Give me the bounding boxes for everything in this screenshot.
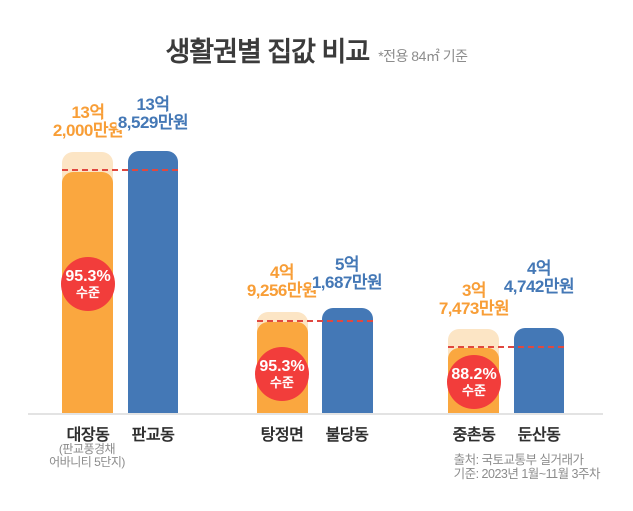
x-label-buldangdong: 불당동: [325, 427, 369, 444]
value-label-pangyodong: 13억 8,529만원: [117, 95, 189, 132]
chart-subtitle: *전용 84㎡ 기준: [378, 48, 468, 64]
blue-bar-dunsandong: [514, 328, 564, 413]
chart-title: 생활권별 집값 비교: [165, 37, 370, 67]
x-label-tangjeongmyeon: 탕정면: [260, 427, 304, 444]
ratio-badge: 95.3% 수준: [255, 347, 309, 401]
x-label-pangyodong: 판교동: [131, 427, 175, 444]
value-label-tangjeongmyeon: 4억 9,256만원: [246, 263, 318, 300]
comparison-dash-line: [448, 346, 564, 348]
ratio-badge: 88.2% 수준: [447, 355, 501, 409]
chart-header: 생활권별 집값 비교 *전용 84㎡ 기준: [0, 30, 633, 69]
value-label-dunsandong: 4억 4,742만원: [503, 259, 575, 296]
x-label-daejangdong: 대장동: [66, 427, 110, 444]
value-label-daejangdong: 13억 2,000만원: [52, 103, 124, 140]
comparison-dash-line: [257, 320, 373, 322]
comparison-dash-line: [62, 169, 178, 171]
blue-bar-buldangdong: [322, 308, 373, 413]
value-label-jungchondong: 3억 7,473만원: [438, 281, 510, 318]
ratio-badge: 95.3% 수준: [61, 257, 115, 311]
blue-bar-pangyodong: [128, 151, 178, 413]
x-label-dunsandong: 둔산동: [517, 427, 561, 444]
source-note: 출처: 국토교통부 실거래가 기준: 2023년 1월~11월 3주차: [453, 453, 601, 481]
x-sublabel-daejangdong: (판교풍경채 어바니티 5단지): [49, 442, 125, 469]
x-axis-line: [28, 413, 603, 415]
value-label-buldangdong: 5억 1,687만원: [311, 255, 383, 292]
x-label-jungchondong: 중촌동: [452, 427, 496, 444]
